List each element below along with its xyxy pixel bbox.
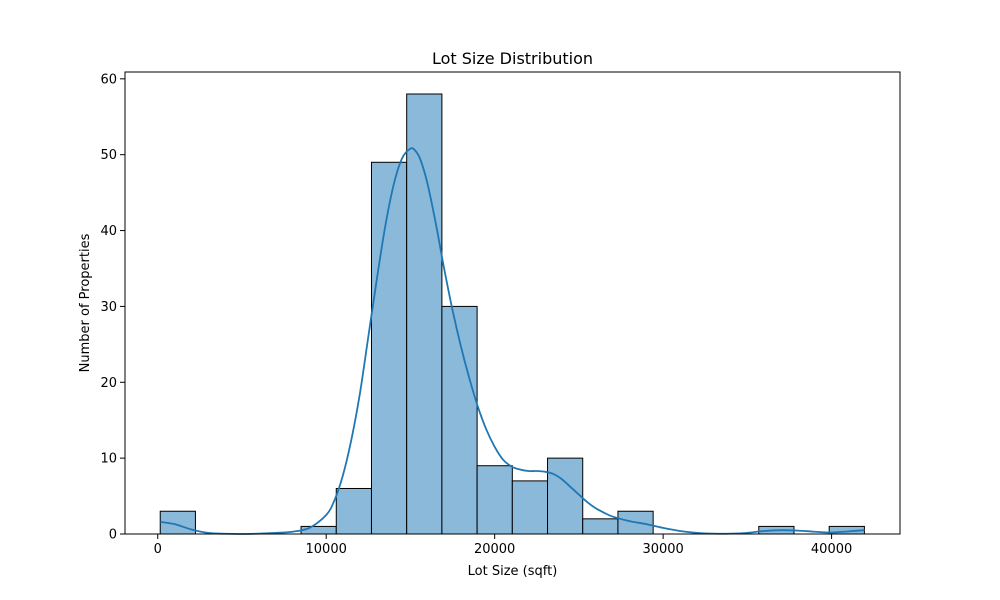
y-tick-label: 60 [100,72,117,87]
y-tick-label: 10 [100,452,117,467]
histogram-bar [300,525,337,535]
x-axis-label: Lot Size (sqft) [468,564,558,579]
x-tick-label: 40000 [811,542,852,557]
x-tick-label: 30000 [642,542,683,557]
y-tick-label: 50 [100,148,117,163]
y-tick-label: 0 [109,528,117,543]
x-axis-ticks: 0 10000 20000 30000 40000 [154,534,852,557]
kde-layer [160,147,865,535]
y-tick-label: 20 [100,376,117,391]
x-tick-label: 0 [154,542,162,557]
y-axis-ticks: 0 10 20 30 40 50 60 [100,72,125,543]
x-tick-label: 10000 [306,542,347,557]
y-axis-label: Number of Properties [78,233,93,372]
histogram-bar [511,480,549,535]
x-tick-label: 20000 [474,542,515,557]
plot-area-frame [124,71,901,535]
histogram-bar [547,457,584,535]
histogram-bar [582,518,619,535]
y-tick-label: 40 [100,224,117,239]
histogram-bar [406,93,443,535]
kde-curve [160,147,865,535]
histogram-bar [476,465,513,535]
y-tick-label: 30 [100,300,117,315]
chart-title: Lot Size Distribution [432,49,593,68]
histogram-bar [370,161,408,535]
histogram-bar [335,487,372,535]
